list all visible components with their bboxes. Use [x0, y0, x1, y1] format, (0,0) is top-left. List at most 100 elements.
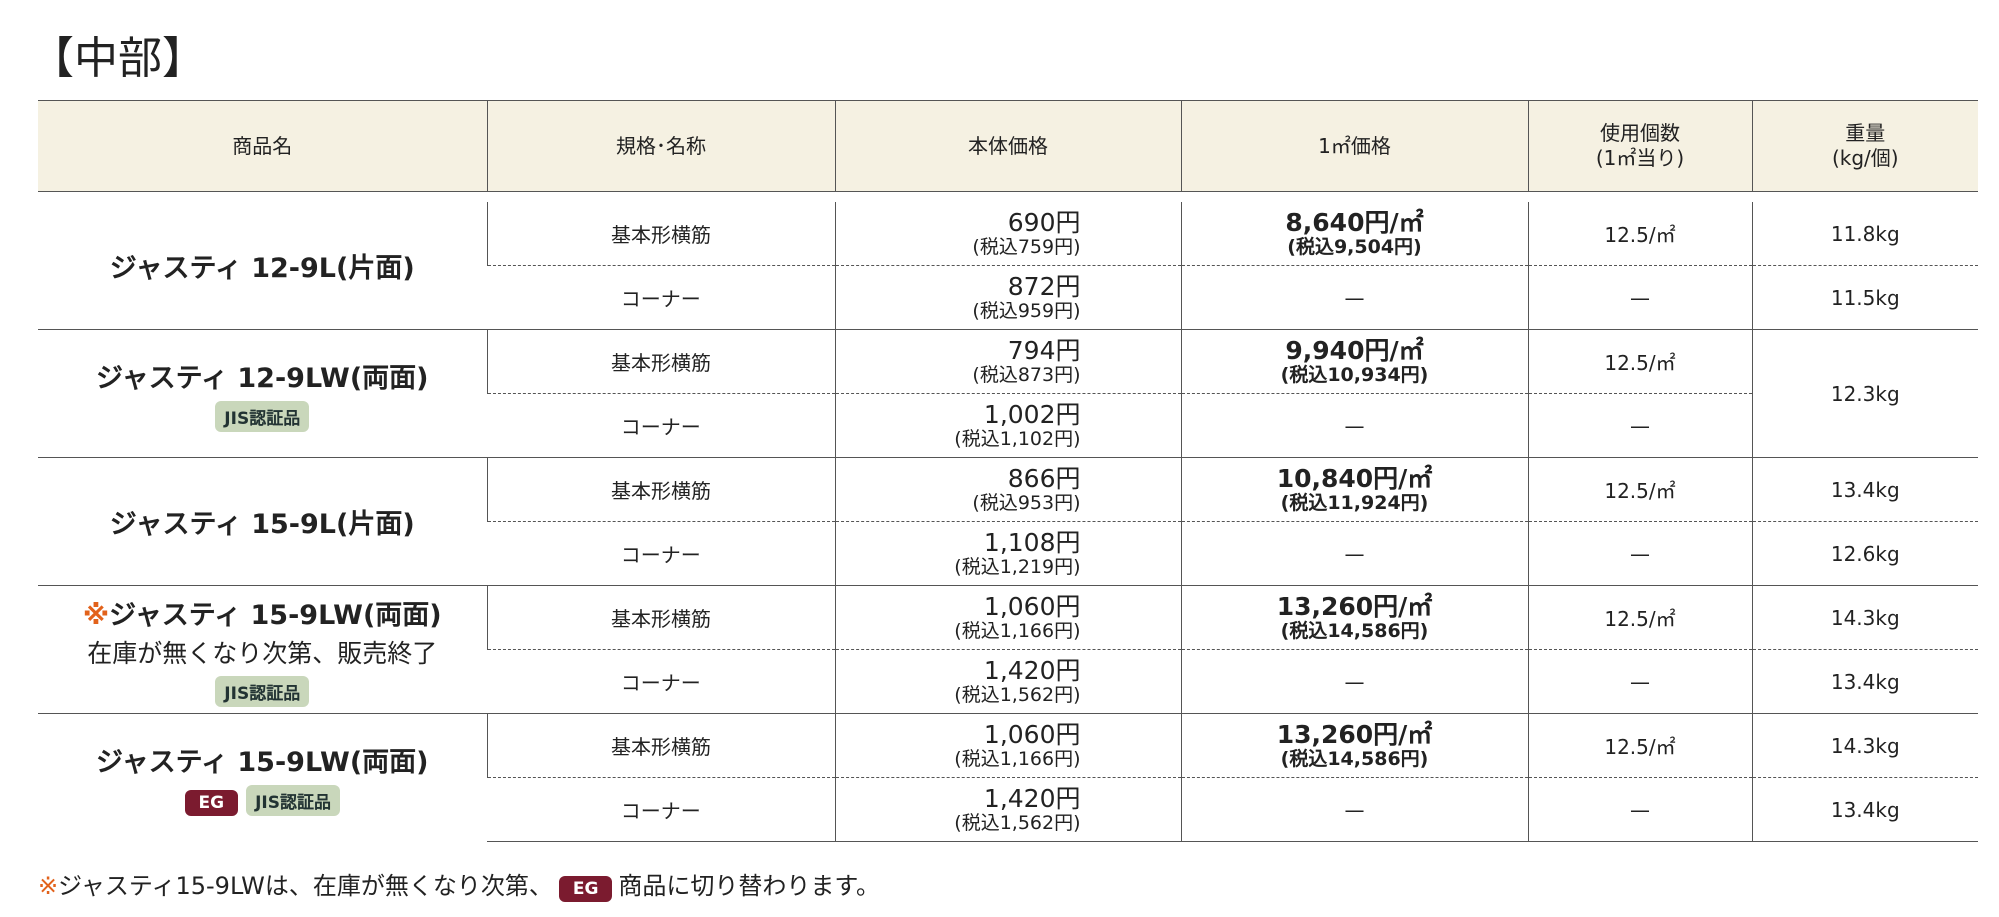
header-text: 本体価格 — [968, 133, 1048, 158]
spec: 基本形横筋 — [486, 202, 835, 266]
table-row: ジャスティ 12-9L(片面) 基本形横筋 690円 (税込759円) 8,640円/㎡… — [38, 202, 1978, 284]
price-tax: (税込959円) — [972, 299, 1081, 322]
table-row: コーナー 1,420円 (税込1,562円) — —13.4kg — [38, 649, 1978, 714]
product-name-text: ジャスティ 12-9LW(両面) — [95, 362, 429, 394]
sqm-main: 9,940円/㎡ — [1285, 336, 1424, 366]
count: 12.5/㎡ — [1527, 585, 1752, 650]
sqm-main: — — [1344, 285, 1365, 310]
product-mark: ※ — [82, 599, 110, 631]
sqm-main: 8,640円/㎡ — [1285, 208, 1424, 238]
price-table: 商品名 規格･名称 本体価格 1㎡価格 使用個数 (1㎡当り) 重量 (kg/個) ジャスティ… — [38, 100, 1978, 842]
weight: 13.4kg — [1751, 649, 1978, 714]
weight: 14.3kg — [1751, 713, 1978, 778]
sqm-price: — — [1180, 521, 1528, 586]
product-cell: ※ジャスティ 15-9LW(両面) 在庫が無くなり次第、販売終了 JIS認証品 — [38, 585, 487, 714]
header-row: 商品名 規格･名称 本体価格 1㎡価格 使用個数 (1㎡当り) 重量 (kg/個) — [38, 100, 1978, 192]
price-main: 1,420円 — [983, 784, 1081, 814]
price-main: 1,002円 — [983, 400, 1081, 430]
weight: 11.5kg — [1751, 265, 1978, 330]
sqm-tax: (税込10,934円) — [1280, 363, 1429, 386]
footnote-text: 商品に切り替わります。 — [618, 872, 881, 900]
badge: EG — [184, 789, 239, 816]
sqm-price: — — [1180, 649, 1528, 714]
price-main: 1,420円 — [983, 656, 1081, 686]
badge: JIS認証品 — [215, 400, 310, 432]
product-name: ジャスティ 12-9L(片面) — [38, 246, 487, 285]
weight: 11.8kg — [1751, 202, 1978, 266]
header-text: (kg/個) — [1831, 146, 1899, 170]
gap — [38, 192, 1978, 203]
weight: 12.6kg — [1751, 521, 1978, 586]
header-text: 商品名 — [232, 133, 293, 158]
sqm-main: — — [1344, 797, 1365, 822]
table-body: ジャスティ 12-9L(片面) 基本形横筋 690円 (税込759円) 8,640円/㎡… — [38, 192, 1978, 842]
price-main: 1,060円 — [983, 720, 1081, 750]
weight: 12.3kg — [1751, 329, 1978, 458]
sqm-tax: (税込11,924円) — [1280, 491, 1429, 514]
product-name: ジャスティ 15-9L(片面) — [38, 502, 487, 541]
sqm-main: — — [1344, 413, 1365, 438]
price-tax: (税込759円) — [972, 235, 1081, 258]
spec: コーナー — [487, 393, 835, 458]
price: 1,420円 (税込1,562円) — [834, 777, 1181, 842]
weight: 14.3kg — [1751, 585, 1978, 650]
count: — — [1527, 649, 1752, 714]
header-text: (1㎡当り) — [1595, 146, 1685, 170]
product-name-text: ジャスティ 15-9LW(両面) — [109, 599, 442, 631]
spec: 基本形横筋 — [486, 329, 835, 394]
sqm-tax: (税込14,586円) — [1280, 747, 1429, 770]
badges: EG JIS認証品 — [38, 779, 487, 816]
sqm-tax: (税込9,504円) — [1287, 235, 1422, 258]
footnote: ※ジャスティ15-9LWは、在庫が無くなり次第、 EG 商品に切り替わります。 — [38, 866, 880, 902]
count: 12.5/㎡ — [1527, 202, 1752, 266]
badges: JIS認証品 — [38, 395, 487, 432]
price-tax: (税込1,166円) — [954, 619, 1081, 642]
table-row: コーナー 872円 (税込959円) — —11.5kg — [38, 265, 1978, 330]
count: — — [1527, 777, 1752, 842]
product-name: ジャスティ 12-9LW(両面) — [38, 356, 487, 395]
table-row: ジャスティ 15-9LW(両面) EG JIS認証品 基本形横筋 1,060円 (税込1,… — [38, 713, 1978, 842]
spec: コーナー — [487, 521, 835, 586]
price: 1,420円 (税込1,562円) — [834, 649, 1181, 714]
spec: コーナー — [487, 649, 835, 714]
sqm-price: 13,260円/㎡ (税込14,586円) — [1180, 713, 1528, 778]
badge: JIS認証品 — [246, 784, 340, 816]
sqm-main: 10,840円/㎡ — [1276, 464, 1433, 494]
sqm-price: — — [1180, 777, 1528, 842]
table-row: ※ジャスティ 15-9LW(両面) 在庫が無くなり次第、販売終了 JIS認証品 基本形… — [38, 585, 1978, 714]
price: 1,060円 (税込1,166円) — [834, 585, 1181, 650]
product-note: 在庫が無くなり次第、販売終了 — [87, 638, 438, 668]
column-header: 規格･名称 — [486, 100, 835, 192]
sqm-main: — — [1344, 541, 1365, 566]
table-row: コーナー 1,002円 (税込1,102円) — — — [38, 393, 1978, 458]
price: 872円 (税込959円) — [834, 265, 1181, 330]
sqm-main: — — [1344, 669, 1365, 694]
price: 1,060円 (税込1,166円) — [834, 713, 1181, 778]
table-row: ジャスティ 15-9L(片面) 基本形横筋 866円 (税込953円) 10,840円/… — [38, 457, 1978, 586]
price-main: 1,060円 — [983, 592, 1081, 622]
footnote-text: ジャスティ15-9LWは、在庫が無くなり次第、 — [58, 872, 553, 900]
table-head: 商品名 規格･名称 本体価格 1㎡価格 使用個数 (1㎡当り) 重量 (kg/個) — [38, 100, 1978, 192]
price-tax: (税込1,102円) — [954, 427, 1081, 450]
spec: 基本形横筋 — [486, 713, 835, 778]
price: 794円 (税込873円) — [834, 329, 1181, 394]
column-header: 1㎡価格 — [1180, 100, 1528, 192]
header-text: 重量 — [1845, 121, 1886, 145]
column-header: 使用個数 (1㎡当り) — [1527, 100, 1752, 192]
column-header: 商品名 — [38, 100, 487, 192]
header-text: 1㎡価格 — [1318, 133, 1391, 158]
badges: JIS認証品 — [38, 670, 487, 707]
header-text: 規格･名称 — [616, 133, 706, 158]
product-name-text: ジャスティ 12-9L(片面) — [109, 253, 415, 284]
count: — — [1527, 521, 1752, 586]
product-cell: ジャスティ 15-9L(片面) — [38, 457, 487, 586]
product-name: ジャスティ 15-9LW(両面) — [38, 740, 487, 779]
price-tax: (税込1,562円) — [954, 683, 1081, 706]
price-tax: (税込873円) — [972, 363, 1081, 386]
spec: コーナー — [487, 777, 835, 842]
gap-row — [38, 192, 1978, 203]
table-row: コーナー 1,108円 (税込1,219円) — —12.6kg — [38, 521, 1978, 586]
column-header: 本体価格 — [834, 100, 1181, 192]
